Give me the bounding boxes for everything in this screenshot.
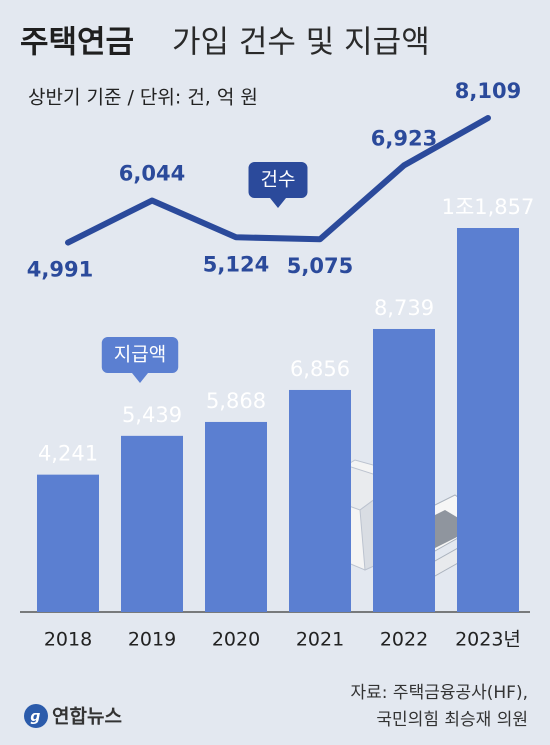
bar-value-label: 4,241 (38, 442, 98, 466)
x-tick-label: 2018 (44, 629, 92, 651)
x-tick-label: 2021 (296, 629, 344, 651)
x-tick-label: 2019 (128, 629, 176, 651)
line-value-label: 4,991 (27, 258, 93, 282)
x-tick-label: 2022 (380, 629, 428, 651)
bar-value-label: 5,868 (206, 389, 266, 413)
line-value-label: 5,075 (287, 254, 353, 278)
bar-value-label: 1조1,857 (442, 195, 535, 219)
bar-value-label: 6,856 (290, 357, 350, 381)
chart-subtitle: 상반기 기준 / 단위: 건, 억 원 (28, 87, 258, 109)
line (65, 115, 491, 246)
legend-bubble (101, 337, 179, 383)
line-value-label: 5,124 (203, 252, 269, 276)
bar (121, 435, 183, 612)
chart-title: 가입 건수 및 지급액 (172, 25, 430, 61)
line-value-label: 6,044 (119, 162, 185, 186)
bar-value-label: 8,739 (374, 296, 434, 320)
line-value-label: 8,109 (455, 79, 521, 103)
bar (373, 328, 435, 612)
bar (205, 421, 267, 612)
svg-text:ɡ: ɡ (30, 709, 40, 725)
source: 자료: 주택금융공사(HF), (351, 683, 528, 703)
chart-title-bold: 주택연금 (20, 25, 134, 61)
legend-label: 지급액 (114, 344, 166, 366)
bar (37, 474, 99, 612)
line-value-label: 6,923 (371, 126, 437, 150)
source: 국민의힘 최승재 의원 (376, 710, 528, 730)
legend-bubble (248, 162, 308, 208)
bar (457, 228, 519, 612)
bar (289, 389, 351, 612)
legend-label: 건수 (261, 169, 296, 191)
logo-text: 연합뉴스 (52, 706, 122, 728)
x-tick-label: 2020 (212, 629, 260, 651)
x-tick-label: 2023년 (455, 629, 521, 651)
bar-value-label: 5,439 (122, 403, 182, 427)
logo: ɡ 연합뉴스 (24, 704, 122, 728)
